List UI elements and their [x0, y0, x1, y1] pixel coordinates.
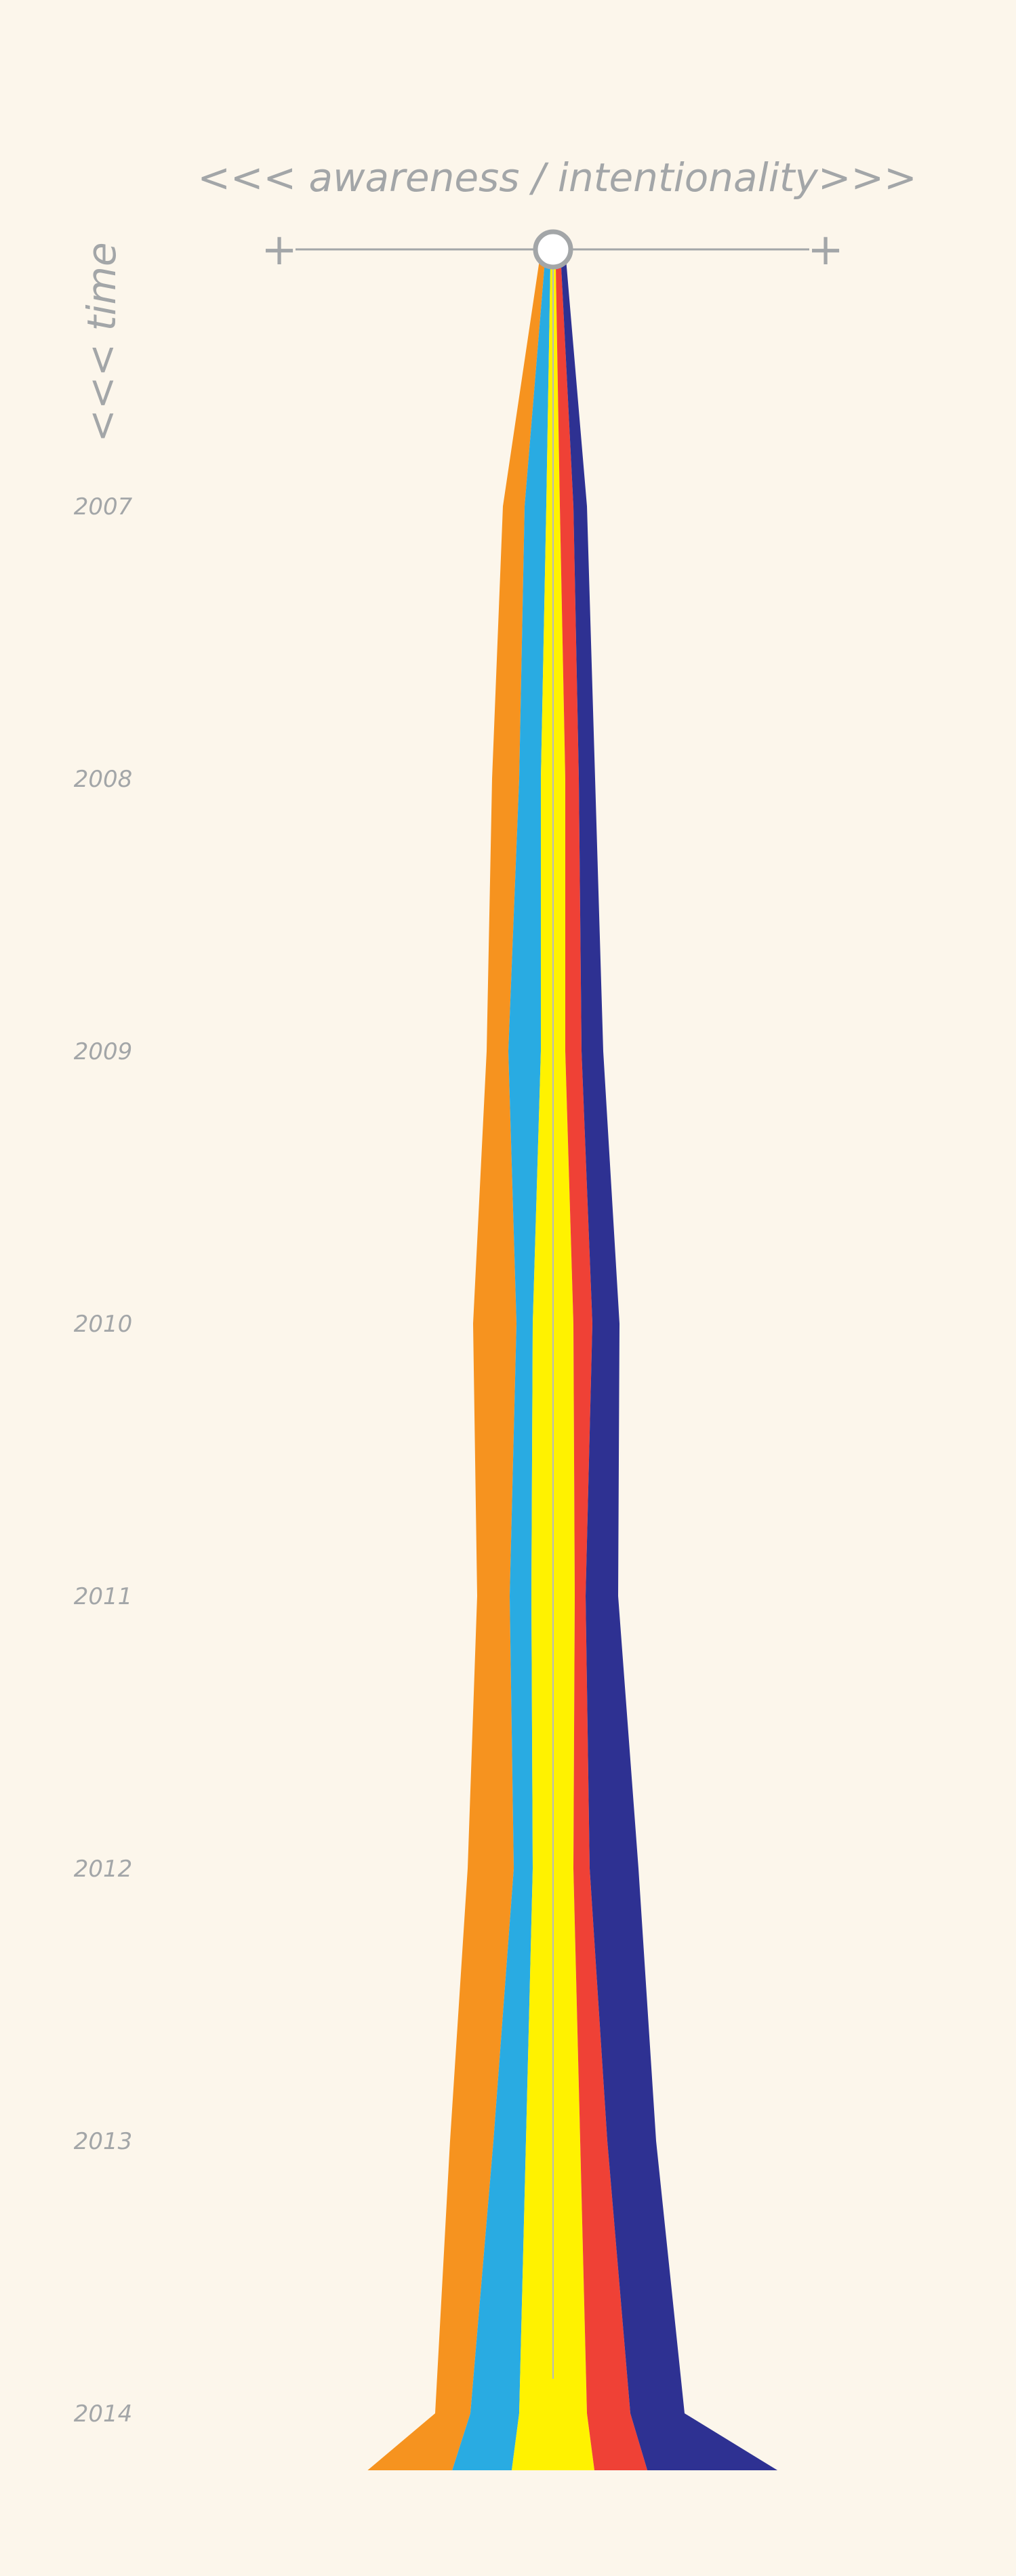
stream-areas [367, 251, 778, 2470]
origin-marker [533, 229, 573, 270]
top-axis: + + [261, 225, 844, 275]
year-tick-labels: 2007 2008 2009 2010 2011 2012 2013 2014 [74, 493, 133, 2428]
year-label-2012: 2012 [74, 1856, 133, 1883]
year-label-2008: 2008 [74, 766, 133, 793]
chart-title: <<< awareness / intentionality>>> [197, 155, 916, 201]
year-label-2011: 2011 [74, 1583, 133, 1610]
stream-layer-1 [367, 251, 546, 2470]
year-label-2014: 2014 [74, 2400, 133, 2428]
stream-layer-5 [560, 251, 778, 2470]
plus-right-marker: + [807, 225, 844, 275]
year-label-2009: 2009 [74, 1038, 133, 1065]
stream-layer-4 [555, 251, 648, 2470]
time-axis-label: <<< time [79, 242, 125, 442]
plus-left-marker: + [261, 225, 298, 275]
year-label-2010: 2010 [74, 1311, 133, 1338]
stream-layer-2 [452, 251, 551, 2470]
year-label-2013: 2013 [74, 2128, 133, 2155]
year-label-2007: 2007 [74, 493, 133, 520]
